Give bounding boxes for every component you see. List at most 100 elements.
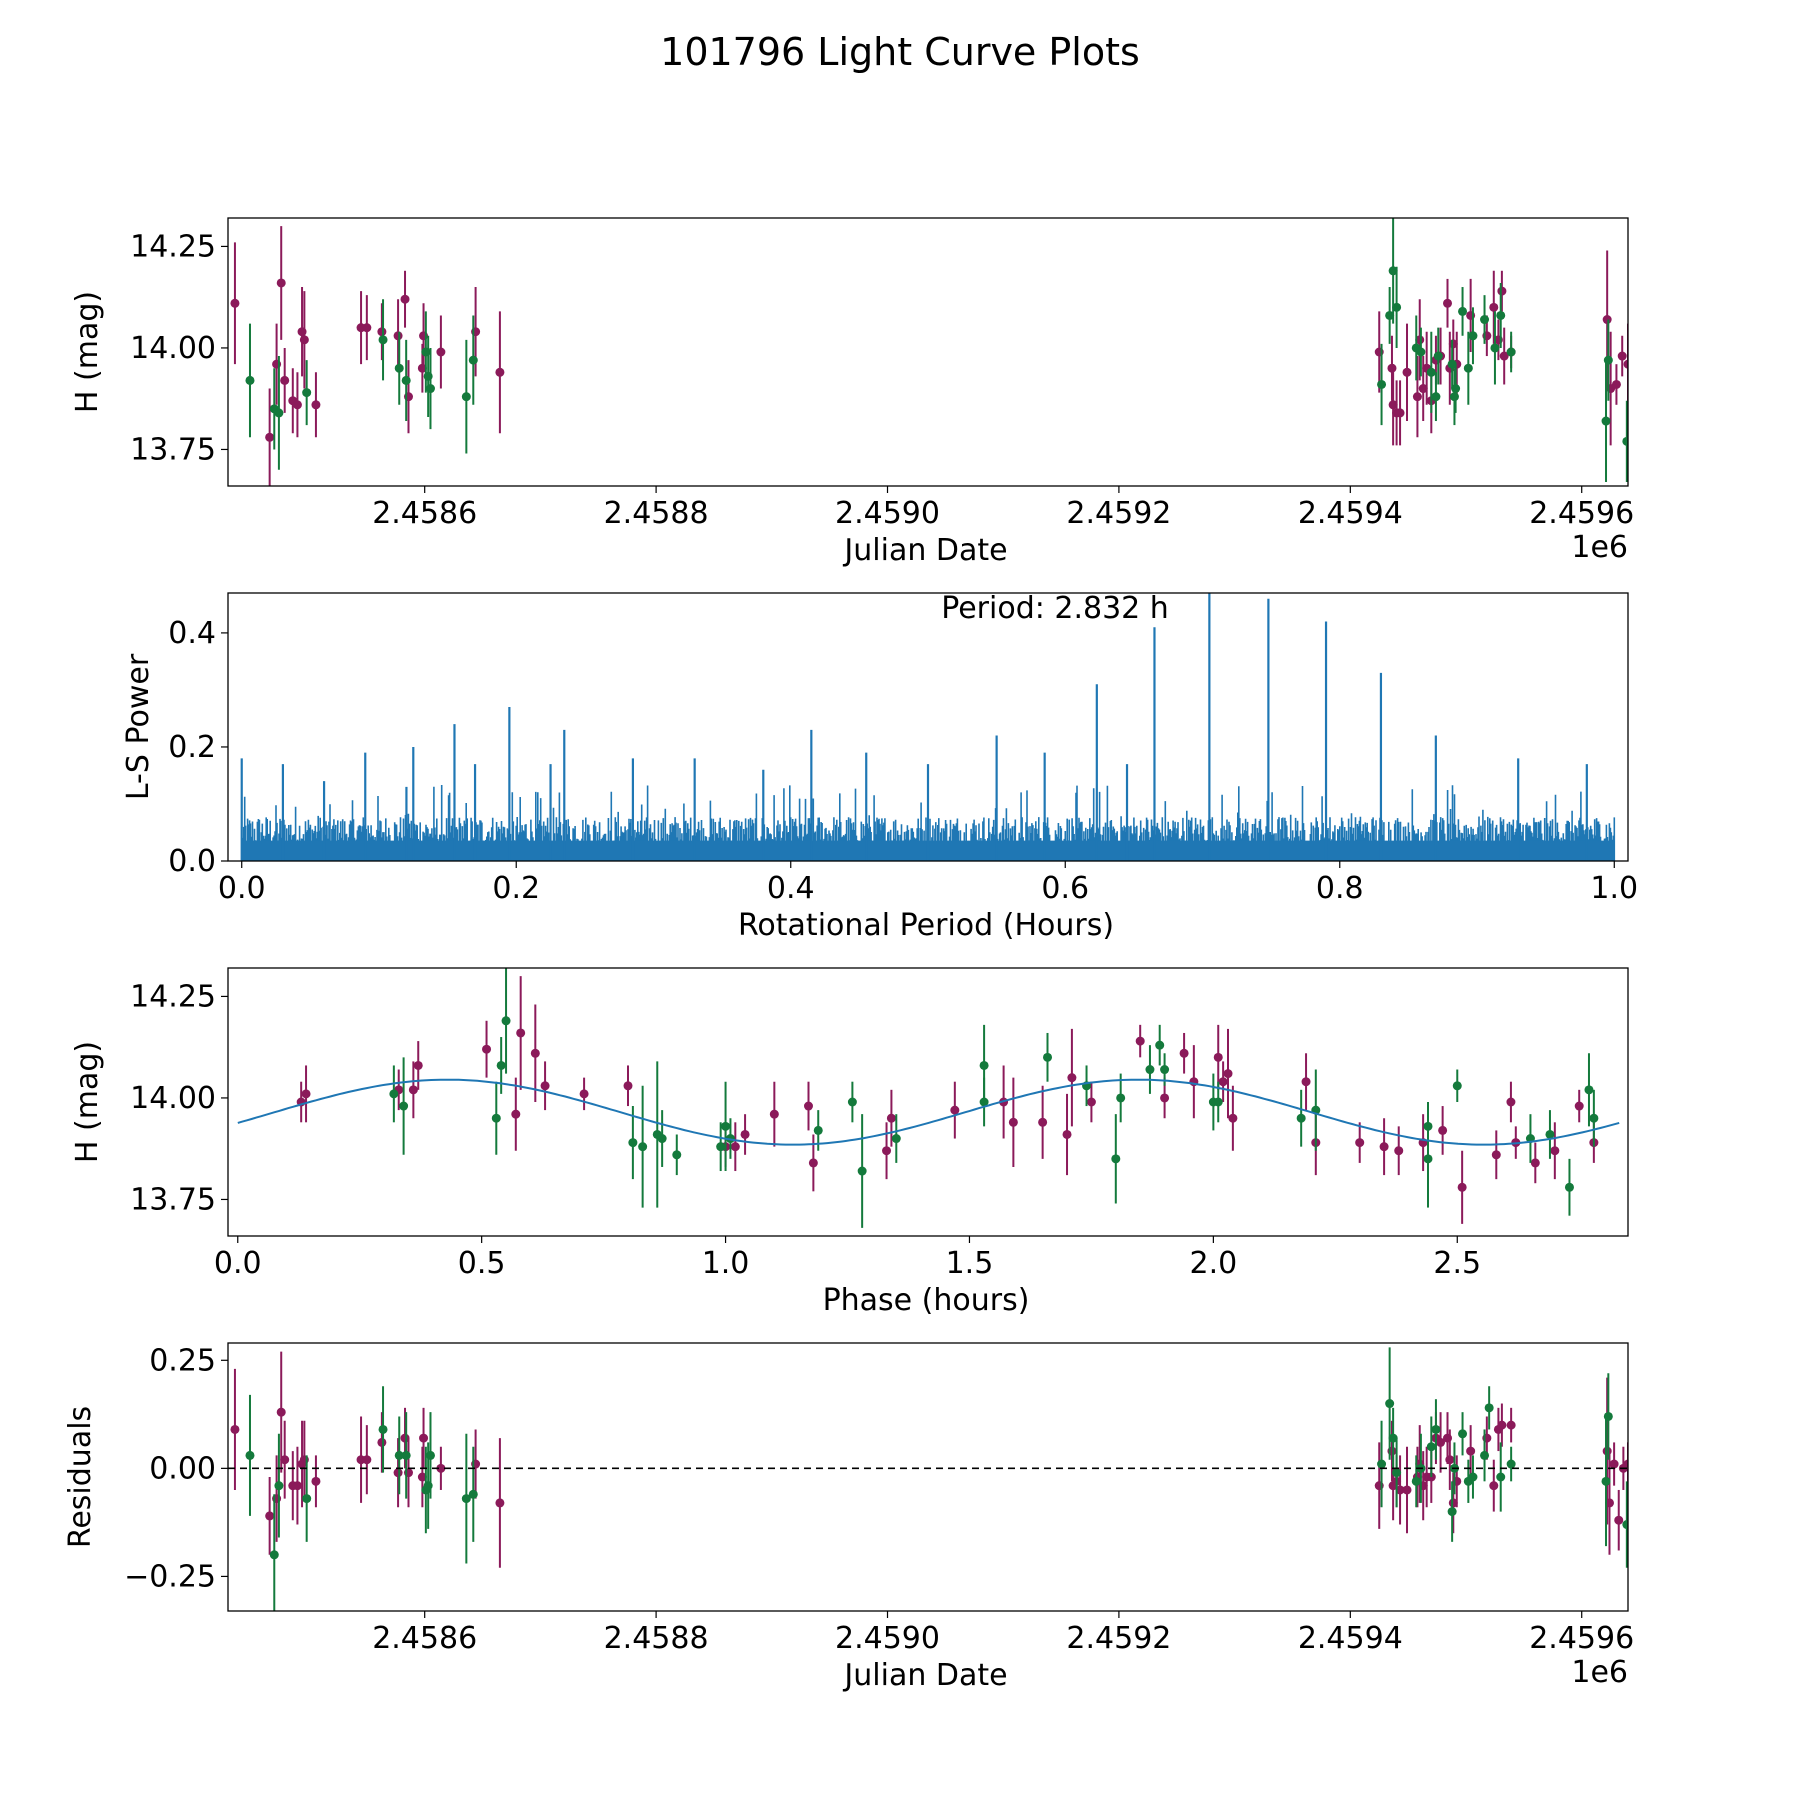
- phased-ytick-label: 14.25: [130, 979, 216, 1014]
- phased-point: [808, 1158, 818, 1168]
- lightcurve-xtick-label: 2.4590: [835, 496, 940, 531]
- phased-data: [237, 968, 1620, 1228]
- residuals-point: [393, 1468, 403, 1478]
- phased-point: [730, 1142, 740, 1152]
- lightcurve-point: [311, 400, 321, 410]
- residuals-point: [1480, 1450, 1490, 1460]
- phased-point: [1228, 1113, 1238, 1123]
- residuals-point: [417, 1472, 427, 1482]
- residuals-point: [1601, 1476, 1611, 1486]
- phased-xtick-label: 1.5: [946, 1246, 994, 1281]
- residuals-point: [1411, 1476, 1421, 1486]
- phased-frame: [227, 967, 1629, 1237]
- phased-point: [857, 1166, 867, 1176]
- residuals-point: [362, 1455, 372, 1465]
- residuals-point: [265, 1511, 275, 1521]
- phased-point: [813, 1125, 823, 1135]
- lightcurve-point: [1611, 379, 1621, 389]
- residuals-point: [1385, 1399, 1395, 1409]
- lightcurve-point: [1463, 363, 1473, 373]
- phased-point: [1491, 1150, 1501, 1160]
- phased-point: [1545, 1129, 1555, 1139]
- periodogram-xtick-label: 0.0: [218, 871, 266, 906]
- phased-point: [1301, 1077, 1311, 1087]
- residuals-point: [280, 1455, 290, 1465]
- phased-point: [1530, 1158, 1540, 1168]
- panel-periodogram-ylabel: L-S Power: [121, 653, 156, 800]
- phased-ytick-label: 13.75: [130, 1182, 216, 1217]
- lightcurve-point: [1426, 367, 1436, 377]
- residuals-point: [1604, 1498, 1614, 1508]
- residuals-point: [1388, 1433, 1398, 1443]
- phased-point: [1355, 1138, 1365, 1148]
- phased-point: [803, 1101, 813, 1111]
- residuals-point: [292, 1481, 302, 1491]
- lightcurve-ytick-label: 14.00: [130, 331, 216, 366]
- panel-phased: H (mag) Phase (hours): [70, 1041, 1029, 1318]
- phased-point: [413, 1060, 423, 1070]
- periodogram-xtick-label: 0.2: [492, 871, 540, 906]
- phased-point: [1179, 1048, 1189, 1058]
- phased-point: [501, 1016, 511, 1026]
- lightcurve-point: [425, 384, 435, 394]
- lightcurve-point: [378, 335, 388, 345]
- phased-point: [1379, 1142, 1389, 1152]
- phased-point: [511, 1109, 521, 1119]
- lightcurve-axes: 2.4586 2.4588 2.4590 2.4592 2.4594 2.4596 13.7…: [130, 229, 1634, 531]
- lightcurve-point: [1392, 302, 1402, 312]
- lightcurve-point: [1416, 347, 1426, 357]
- phased-point: [1589, 1113, 1599, 1123]
- residuals-point: [230, 1424, 240, 1434]
- phased-point: [579, 1089, 589, 1099]
- periodogram-data: [240, 593, 1616, 861]
- phased-ytick-label: 14.00: [130, 1081, 216, 1116]
- periodogram-xtick-label: 0.6: [1041, 871, 1089, 906]
- phased-point: [1584, 1085, 1594, 1095]
- panel-lightcurve: H (mag) Julian Date 1e6: [70, 291, 1628, 568]
- lightcurve-point: [1506, 347, 1516, 357]
- lightcurve-point: [1499, 351, 1509, 361]
- residuals-point: [311, 1476, 321, 1486]
- residuals-ytick-label: 0.00: [149, 1451, 216, 1486]
- lightcurve-point: [1402, 367, 1412, 377]
- phased-point: [389, 1089, 399, 1099]
- phased-model-curve: [237, 1078, 1620, 1146]
- residuals-point: [269, 1550, 279, 1560]
- phased-point: [1550, 1146, 1560, 1156]
- phased-point: [638, 1142, 648, 1152]
- lightcurve-point: [393, 331, 403, 341]
- residuals-point: [1506, 1420, 1516, 1430]
- lightcurve-point: [468, 355, 478, 365]
- lightcurve-point: [1395, 408, 1405, 418]
- residuals-xtick-label: 2.4596: [1529, 1621, 1634, 1656]
- residuals-xtick-label: 2.4586: [372, 1621, 477, 1656]
- phased-point: [769, 1109, 779, 1119]
- residuals-point: [377, 1437, 387, 1447]
- phased-point: [530, 1048, 540, 1058]
- lightcurve-series-filter-2: [245, 218, 1628, 482]
- phased-point: [399, 1101, 409, 1111]
- residuals-point: [378, 1424, 388, 1434]
- lightcurve-point: [1603, 355, 1613, 365]
- residuals-point: [1623, 1459, 1628, 1469]
- lightcurve-point: [495, 367, 505, 377]
- panel-phased-ylabel: H (mag): [70, 1041, 105, 1163]
- residuals-point: [276, 1407, 286, 1417]
- residuals-point: [425, 1450, 435, 1460]
- lightcurve-point: [292, 400, 302, 410]
- lightcurve-point: [436, 347, 446, 357]
- phased-point: [1111, 1154, 1121, 1164]
- phased-point: [623, 1081, 633, 1091]
- phased-point: [1062, 1129, 1072, 1139]
- phased-point: [1574, 1101, 1584, 1111]
- residuals-point: [1609, 1459, 1619, 1469]
- panel-lightcurve-offset-label: 1e6: [1571, 530, 1628, 565]
- periodogram-ytick-label: 0.0: [168, 844, 216, 879]
- phased-point: [882, 1146, 892, 1156]
- phased-point: [1223, 1069, 1233, 1079]
- periodogram-ytick-label: 0.2: [168, 730, 216, 765]
- lightcurve-point: [1601, 416, 1611, 426]
- residuals-point: [419, 1433, 429, 1443]
- residuals-point: [495, 1498, 505, 1508]
- residuals-point: [1622, 1520, 1628, 1530]
